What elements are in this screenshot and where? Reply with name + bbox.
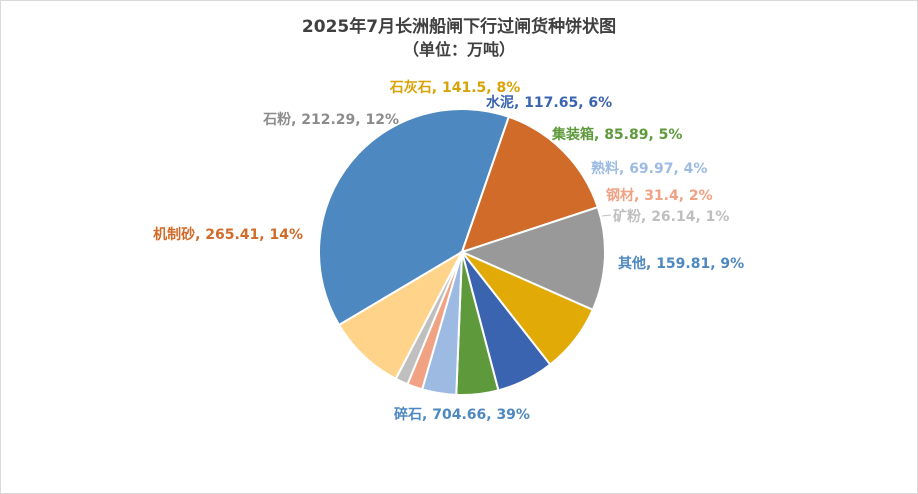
chart-title: 2025年7月长洲船闸下行过闸货种饼状图: [301, 17, 617, 37]
leader-line-kuangfen: [601, 214, 612, 217]
data-label-9: 其他, 159.81, 9%: [618, 255, 744, 272]
data-label-0: 碎石, 704.66, 39%: [394, 406, 530, 423]
data-label-6: 熟料, 69.97, 4%: [591, 160, 707, 177]
pie-slice-2: [459, 205, 606, 312]
data-label-7: 钢材, 31.4, 2%: [606, 187, 713, 204]
data-label-3: 石灰石, 141.5, 8%: [389, 79, 520, 96]
chart-subtitle: （单位：万吨）: [402, 40, 515, 59]
pie-slice-9: [337, 249, 465, 381]
pie-slice-0: [317, 107, 511, 327]
data-label-2: 石粉, 212.29, 12%: [262, 111, 399, 128]
data-label-8: 矿粉, 26.14, 1%: [613, 208, 729, 225]
data-label-1: 机制砂, 265.41, 14%: [153, 226, 303, 243]
data-label-5: 集装箱, 85.89, 5%: [551, 126, 682, 143]
data-label-4: 水泥, 117.65, 6%: [486, 94, 612, 111]
